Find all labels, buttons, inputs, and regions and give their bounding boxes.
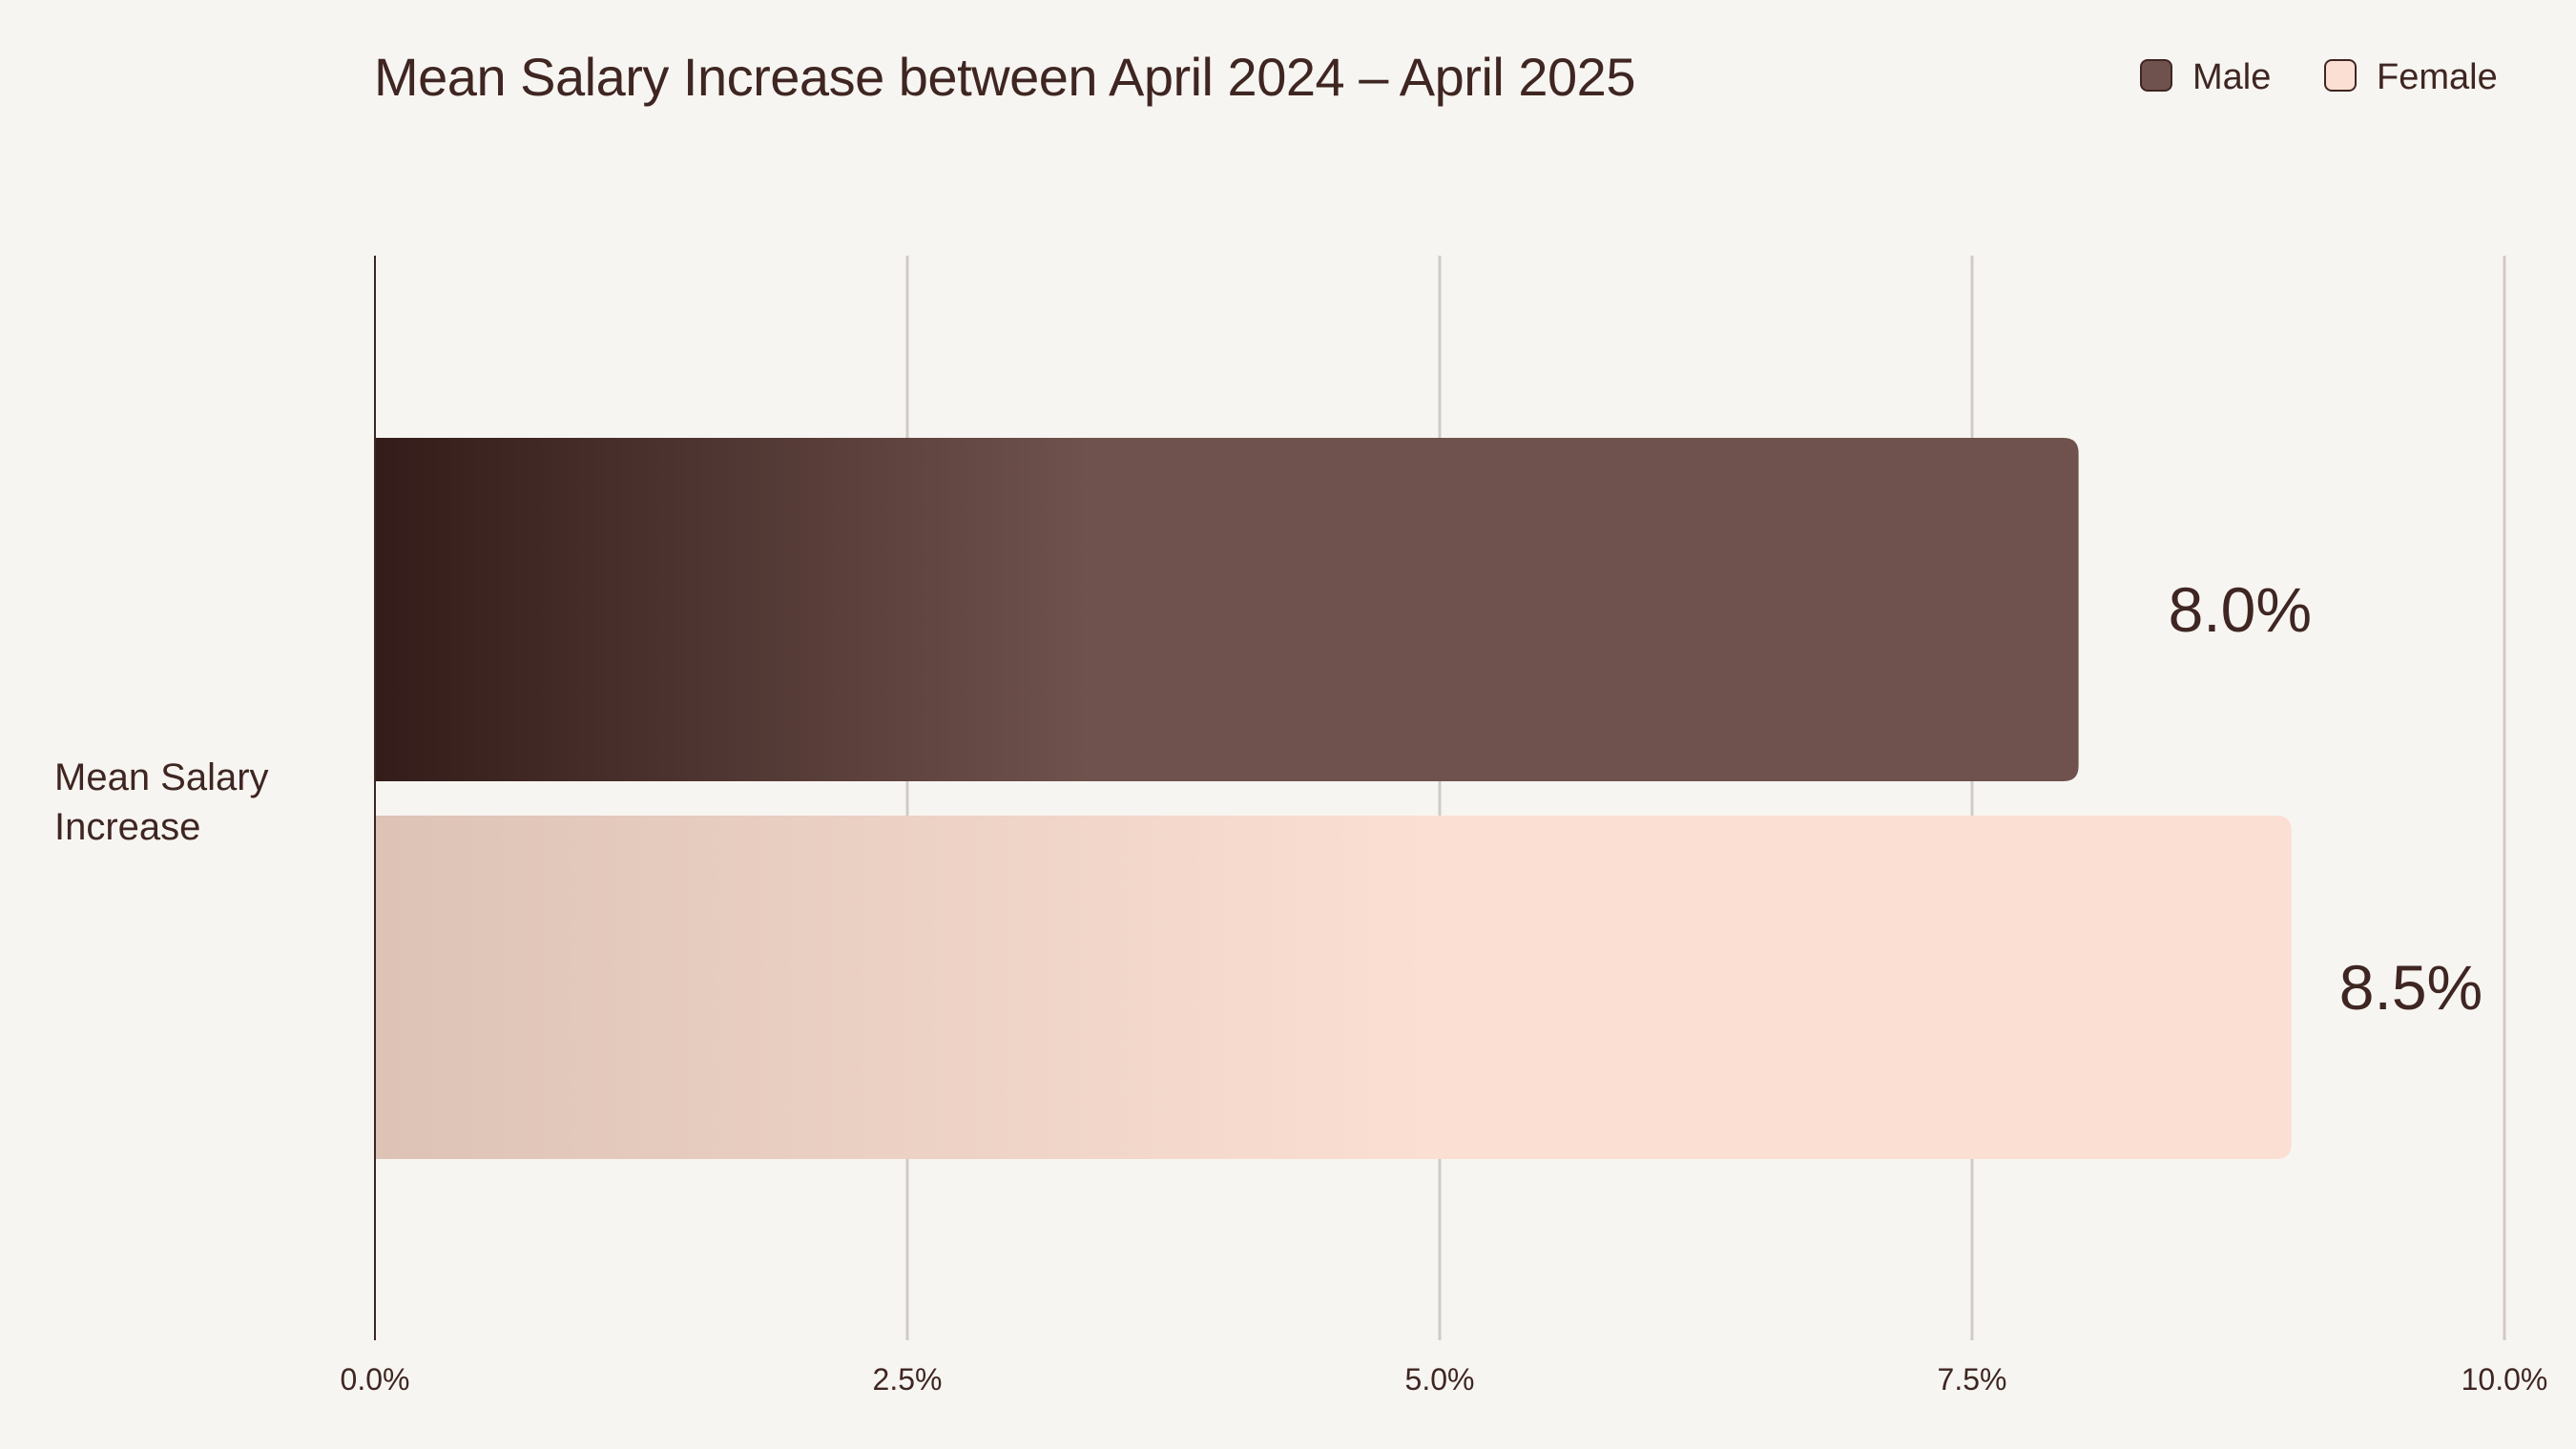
x-tick-label: 7.5% xyxy=(1938,1362,2007,1397)
x-tick-label: 0.0% xyxy=(341,1362,410,1397)
data-label-female: 8.5% xyxy=(2339,952,2483,1023)
bar-male xyxy=(375,438,2079,781)
bars xyxy=(375,438,2292,1159)
gridlines xyxy=(905,256,2506,1340)
legend-label-male: Male xyxy=(2192,57,2271,97)
x-tick-label: 10.0% xyxy=(2462,1362,2548,1397)
category-label: Mean Salary Increase xyxy=(54,756,269,848)
legend-swatch-male xyxy=(2140,59,2172,92)
legend-swatch-female xyxy=(2324,59,2357,92)
x-tick-label: 5.0% xyxy=(1405,1362,1475,1397)
chart-title: Mean Salary Increase between April 2024 … xyxy=(374,47,1635,107)
bar-female xyxy=(375,816,2292,1159)
legend-label-female: Female xyxy=(2377,57,2498,97)
legend: Male Female xyxy=(2140,57,2498,97)
labels: 0.0% 2.5% 5.0% 7.5% 10.0% 8.0% 8.5% Mean Salary… xyxy=(54,574,2547,1397)
x-tick-label: 2.5% xyxy=(873,1362,943,1397)
data-label-male: 8.0% xyxy=(2169,574,2312,645)
